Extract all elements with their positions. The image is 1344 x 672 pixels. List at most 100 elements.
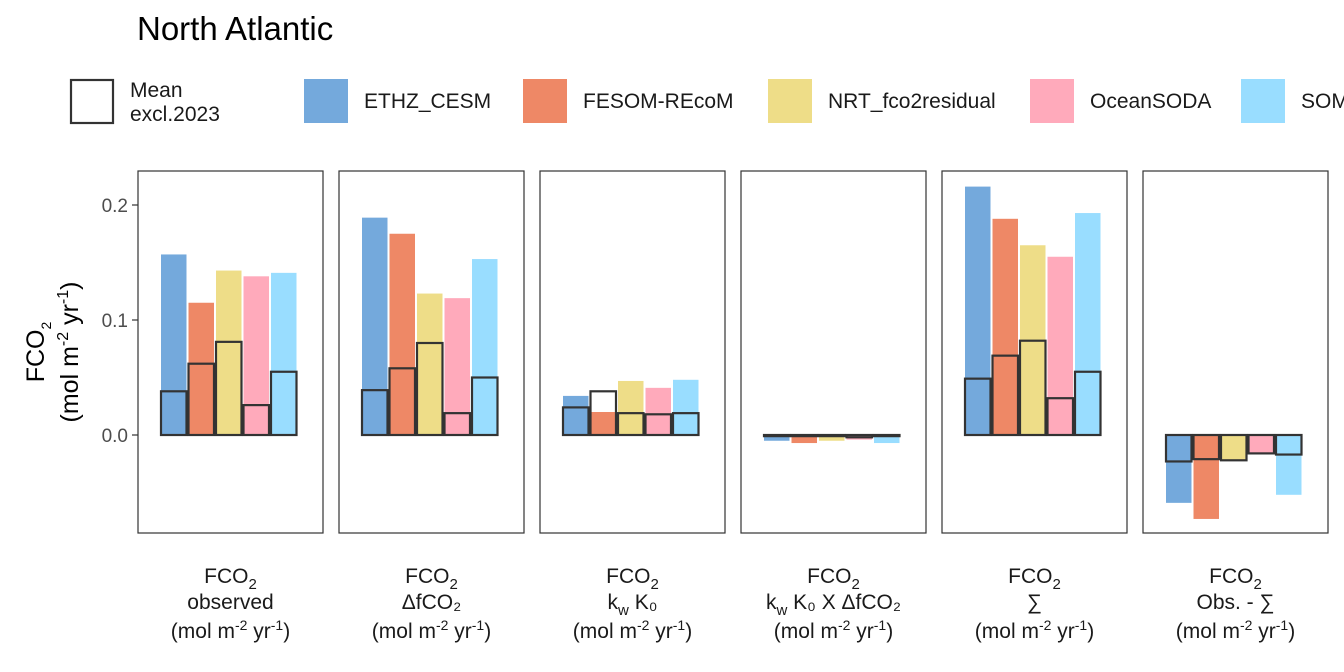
panel-5 — [941, 170, 1128, 534]
bar-2023-fesom-recom — [590, 412, 616, 435]
bar-2023-som — [874, 435, 900, 444]
bar-2023-nrt_fco2residual — [417, 293, 443, 435]
bar-mean-fesom-recom — [187, 362, 216, 437]
bar-2023-oceansoda — [1248, 435, 1274, 454]
bar-mean-ethz_cesm — [561, 406, 590, 437]
bar-2023-fesom-recom — [188, 302, 214, 435]
legend: Mean excl.2023 ETHZ_CESM FESOM-REcoM NRT_fco… — [69, 78, 1344, 126]
legend-label-oceansoda: OceanSODA — [1090, 90, 1211, 113]
bar-2023-fesom-recom — [389, 233, 415, 435]
legend-key-som — [1241, 79, 1285, 123]
panel-label-line1: FCO2 — [1008, 565, 1061, 593]
panel-1 — [137, 170, 324, 534]
panel-6 — [1142, 170, 1329, 534]
bar-2023-nrt_fco2residual — [618, 380, 644, 435]
legend-label-mean: Mean excl.2023 — [130, 79, 220, 126]
panel-label-line2: kw K₀ X ΔfCO₂ — [766, 591, 901, 619]
panel-border — [740, 170, 927, 534]
bar-mean-ethz_cesm — [159, 390, 188, 437]
bar-2023-oceansoda — [444, 298, 470, 435]
bar-mean-som — [872, 433, 901, 438]
bar-mean-oceansoda — [1247, 433, 1276, 455]
panel-label-unit: (mol m-2 yr-1) — [171, 617, 290, 643]
legend-label-ethz_cesm: ETHZ_CESM — [364, 90, 491, 113]
panel-label-line1: FCO2 — [204, 565, 257, 593]
panel-border — [539, 170, 726, 534]
legend-key-oceansoda — [1030, 79, 1074, 123]
bar-mean-som — [470, 376, 499, 437]
bar-mean-ethz_cesm — [762, 433, 791, 438]
bar-2023-som — [472, 259, 498, 435]
panel-label-line1: FCO2 — [1209, 565, 1262, 593]
bar-mean-ethz_cesm — [360, 389, 389, 437]
bar-2023-oceansoda — [645, 387, 671, 435]
bar-2023-nrt_fco2residual — [819, 435, 845, 441]
panel-label-line1: FCO2 — [807, 565, 860, 593]
bar-mean-nrt_fco2residual — [817, 433, 846, 438]
bar-mean-oceansoda — [845, 433, 874, 439]
panel-2 — [338, 170, 525, 534]
bar-mean-som — [671, 412, 700, 437]
bar-2023-ethz_cesm — [362, 217, 388, 435]
panel-label-line2: ∑ — [1027, 591, 1042, 614]
bar-mean-fesom-recom — [589, 390, 618, 437]
bar-mean-oceansoda — [443, 412, 472, 437]
bar-2023-nrt_fco2residual — [216, 270, 242, 435]
panel-label-unit: (mol m-2 yr-1) — [573, 617, 692, 643]
panel-label-5: FCO2∑ (mol m-2 yr-1) — [975, 565, 1094, 643]
bar-2023-som — [271, 272, 297, 435]
bar-mean-fesom-recom — [991, 354, 1020, 437]
legend-key-nrt_fco2residual — [768, 79, 812, 123]
bar-2023-fesom-recom — [791, 435, 817, 444]
legend-key-mean — [69, 78, 115, 125]
bar-mean-nrt_fco2residual — [616, 412, 645, 437]
bar-2023-som — [1276, 435, 1302, 495]
y-tick-label: 0.2 — [102, 196, 128, 217]
legend-label-nrt_fco2residual: NRT_fco2residual — [828, 90, 996, 113]
bar-mean-som — [1274, 433, 1303, 456]
bar-mean-nrt_fco2residual — [1219, 433, 1248, 462]
bar-2023-ethz_cesm — [563, 395, 589, 435]
bar-2023-oceansoda — [1047, 256, 1073, 435]
bar-2023-som — [673, 379, 699, 435]
bar-2023-som — [1075, 213, 1101, 435]
bar-2023-ethz_cesm — [1166, 435, 1192, 503]
y-axis-unit: (mol m-2 yr-1) — [55, 282, 84, 423]
panel-3 — [539, 170, 726, 534]
bar-2023-oceansoda — [243, 276, 269, 435]
y-tick-label: 0.1 — [102, 311, 128, 332]
panel-label-line1: FCO2 — [405, 565, 458, 593]
bar-mean-oceansoda — [1046, 397, 1075, 437]
panel-4 — [740, 170, 927, 534]
y-axis-title: FCO2 — [22, 322, 54, 383]
panel-border — [941, 170, 1128, 534]
bar-mean-nrt_fco2residual — [214, 340, 243, 437]
y-axis: 0.0 0.1 0.2 FCO2(mol m-2 yr-1) — [22, 196, 138, 447]
bar-mean-nrt_fco2residual — [415, 341, 444, 437]
panel-label-line1: FCO2 — [606, 565, 659, 593]
bar-2023-fesom-recom — [992, 218, 1018, 435]
bar-mean-oceansoda — [242, 404, 271, 437]
legend-label-fesom-recom: FESOM-REcoM — [583, 90, 734, 113]
bar-mean-fesom-recom — [388, 367, 417, 437]
panel-label-line2: ΔfCO₂ — [402, 591, 462, 614]
panel-label-line2: kw K₀ — [608, 591, 658, 619]
legend-key-fesom-recom — [523, 79, 567, 123]
bar-mean-ethz_cesm — [963, 377, 992, 437]
panel-label-line2: observed — [187, 591, 273, 614]
panel-label-line2: Obs. - ∑ — [1197, 591, 1275, 614]
legend-label-som: SOM — [1301, 90, 1344, 113]
legend-key-ethz_cesm — [304, 79, 348, 123]
bar-2023-ethz_cesm — [965, 186, 991, 435]
panels — [137, 170, 1329, 534]
bar-mean-som — [269, 370, 298, 437]
bar-2023-fesom-recom — [1193, 435, 1219, 519]
bar-mean-fesom-recom — [1192, 433, 1221, 461]
panel-label-unit: (mol m-2 yr-1) — [372, 617, 491, 643]
